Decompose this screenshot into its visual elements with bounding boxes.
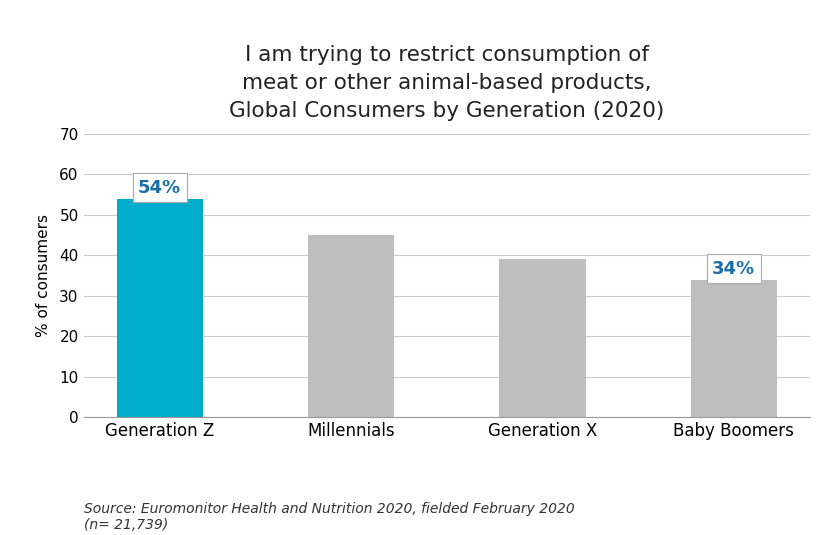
Text: Source: Euromonitor Health and Nutrition 2020, fielded February 2020
(n= 21,739): Source: Euromonitor Health and Nutrition… [84, 502, 574, 532]
Text: 34%: 34% [712, 259, 756, 278]
Bar [117, 198, 203, 417]
Bar [691, 280, 777, 417]
Text: 54%: 54% [138, 179, 181, 196]
Title: I am trying to restrict consumption of
meat or other animal-based products,
Glob: I am trying to restrict consumption of m… [229, 45, 665, 121]
Y-axis label: % of consumers: % of consumers [36, 214, 51, 337]
Bar [499, 259, 585, 417]
Bar [308, 235, 394, 417]
